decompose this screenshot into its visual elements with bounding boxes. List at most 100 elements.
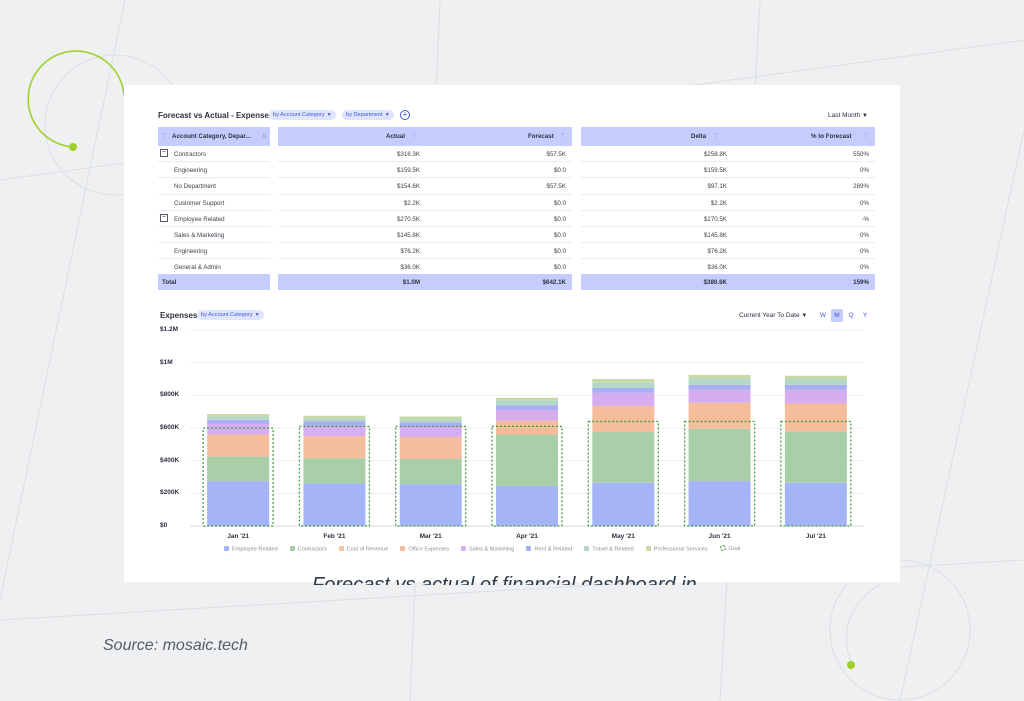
chart-legend: Employee Related Contractors Cost of Reven… [224,545,752,555]
column-header-actual[interactable]: Actual [386,133,405,140]
row-divider [158,193,270,195]
table-row-values: $97.1K 269% [581,178,875,194]
cell-forecast: $0.0 [553,167,566,175]
table-row-values: $2.2K 0% [581,195,875,211]
column-header-pct-to-forecast[interactable]: % to Forecast [811,133,852,140]
cell-pct: 0% [860,199,869,207]
legend-item[interactable]: Travel & Related [584,545,634,552]
table-row-values: $36.0K $0.0 [278,259,572,275]
row-label: Engineering [174,167,208,175]
legend-item-goal[interactable]: Goal [719,545,740,552]
legend-item[interactable]: Rent & Related [526,545,572,552]
bar-segment [592,405,655,433]
table-row[interactable]: − Employee Related [158,211,270,227]
expenses-period-selector[interactable]: Current Year To Date ▼ [739,312,808,319]
row-divider [581,258,875,260]
period-selector[interactable]: Last Month ▼ [828,112,868,119]
row-divider [581,161,875,163]
row-divider [158,177,270,179]
table-row: Engineering [158,162,270,178]
legend-item[interactable]: Cost of Revenue [338,545,388,552]
cell-pct: 0% [860,167,869,175]
column-header-delta-pct[interactable]: Delta ⊤ % to Forecast ⊤ [581,127,875,146]
goal-marker [491,425,563,527]
cell-delta: $159.5K [703,167,727,175]
filter-icon[interactable]: ⊤ [162,134,168,140]
column-header-category[interactable]: ⊤ Account Category, Depar... ⇅ [158,127,270,146]
table-row-values: $2.2K $0.0 [278,195,572,211]
goal-marker [683,420,756,527]
bar-segment [399,459,462,485]
legend-item[interactable]: Sales & Marketing [460,545,514,552]
cell-pct: 269% [853,183,869,191]
bar-segment [784,389,847,404]
filter-icon[interactable]: ⊤ [560,134,566,140]
dashboard-card: Forecast vs Actual - Expenses by Account… [124,85,900,582]
cell-forecast: $0.0 [553,264,566,272]
row-divider [158,161,270,163]
legend-item[interactable]: Employee Related [224,545,278,552]
expenses-stacked-bar-chart [190,329,864,527]
cell-forecast: $0.0 [553,248,566,256]
table-row-values: $270.5K $0.0 [278,211,572,227]
filter-icon[interactable]: ⊤ [412,134,418,140]
column-header-actual-forecast[interactable]: Actual ⊤ Forecast ⊤ [278,127,572,146]
bar-segment [688,374,751,379]
add-filter-button[interactable]: + [400,110,410,120]
row-divider [581,209,875,211]
bar-segment [207,423,270,435]
bar-segment [784,403,847,432]
filter-icon[interactable]: ⊤ [713,134,719,140]
goal-marker [780,420,852,527]
row-divider [278,177,572,179]
row-label: Contractors [174,151,206,158]
sort-icon[interactable]: ⇅ [262,134,268,140]
legend-item[interactable]: Office Expenses [400,545,449,552]
column-header-forecast[interactable]: Forecast [528,133,554,140]
legend-item[interactable]: Professional Services [645,545,708,552]
row-divider [278,193,572,195]
column-header-delta[interactable]: Delta [691,133,707,140]
y-tick-label: $0 [160,522,168,529]
expenses-filter-chip[interactable]: by Account Category ▼ [197,310,264,320]
cell-actual: $36.0K [400,264,420,272]
toggle-year[interactable]: Y [862,312,868,319]
bar-segment [207,481,270,526]
cell-pct: 0% [860,248,869,256]
collapse-icon[interactable]: − [160,213,168,222]
cell-actual: $270.5K [396,215,420,223]
toggle-quarter[interactable]: Q [848,312,854,319]
chevron-down-icon: ▼ [861,113,868,119]
cell-forecast: $0.0 [553,215,566,223]
bar-segment [496,434,558,486]
filter-chip-department[interactable]: by Department ▼ [342,110,394,120]
legend-label: Contractors [297,546,327,552]
legend-swatch [460,545,466,551]
bar-segment [592,382,655,388]
row-divider [581,177,875,179]
legend-swatch [400,545,406,551]
bar-segment [688,428,751,482]
cell-delta: $258.8K [703,151,727,158]
x-tick-label: Jun '21 [708,533,731,540]
row-divider [158,226,270,227]
legend-item[interactable]: Contractors [289,545,327,552]
goal-marker [395,425,467,527]
filter-icon[interactable]: ⊤ [863,134,869,140]
cell-pct: 0% [860,232,869,239]
bar-segment [303,458,366,484]
cell-actual: $145.8K [396,232,420,239]
chevron-down-icon: ▼ [326,112,332,118]
filter-chip-account-category[interactable]: by Account Category ▼ [269,110,336,120]
bar-segment [592,392,655,406]
collapse-icon[interactable]: − [160,149,168,157]
total-row-delta-pct: $380.6K 159% [581,274,875,290]
table-row: Sales & Marketing [158,227,270,243]
bar-segment [399,422,462,427]
x-tick-label: Feb '21 [323,533,346,540]
table-row[interactable]: − Contractors [158,146,270,162]
toggle-week[interactable]: W [819,312,827,319]
toggle-month[interactable]: M [831,309,843,322]
legend-label: Employee Related [232,546,278,552]
cell-delta: $36.0K [707,264,727,272]
